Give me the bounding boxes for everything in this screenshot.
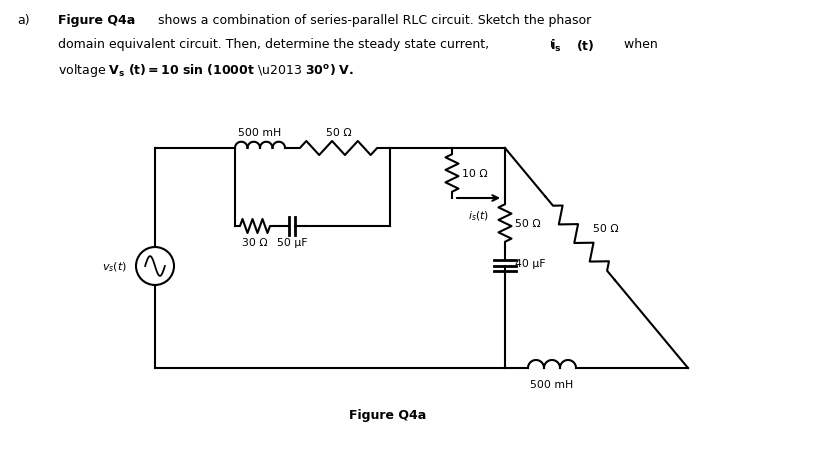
Text: 50 Ω: 50 Ω (515, 218, 541, 228)
Text: domain equivalent circuit. Then, determine the steady state current,: domain equivalent circuit. Then, determi… (58, 38, 489, 51)
Text: $i_s(t)$: $i_s(t)$ (468, 208, 489, 222)
Text: $v_s(t)$: $v_s(t)$ (102, 259, 127, 273)
Text: 50 Ω: 50 Ω (593, 224, 619, 234)
Text: shows a combination of series-parallel RLC circuit. Sketch the phasor: shows a combination of series-parallel R… (154, 14, 591, 27)
Text: 50 Ω: 50 Ω (326, 128, 351, 138)
Text: 30 Ω: 30 Ω (242, 238, 267, 248)
Text: ι: ι (546, 38, 554, 51)
Text: 500 mH: 500 mH (239, 128, 281, 138)
Text: Figure Q4a: Figure Q4a (58, 14, 135, 27)
Text: 500 mH: 500 mH (530, 379, 574, 389)
Text: 40 μF: 40 μF (515, 258, 546, 268)
Text: voltage $\mathbf{V_s}$ $\mathbf{(t) = 10\ sin\ (1000t}$ \u2013 $\mathbf{30^o)}$ : voltage $\mathbf{V_s}$ $\mathbf{(t) = 10… (58, 62, 354, 79)
Text: 10 Ω: 10 Ω (462, 169, 487, 178)
Text: a): a) (17, 14, 30, 27)
Text: 50 μF: 50 μF (277, 238, 307, 248)
Text: $\mathbf{(t)}$: $\mathbf{(t)}$ (576, 38, 594, 53)
Text: $\mathit{\mathbf{i_s}}$: $\mathit{\mathbf{i_s}}$ (550, 38, 562, 54)
Text: Figure Q4a: Figure Q4a (350, 408, 426, 421)
Text: when: when (620, 38, 658, 51)
